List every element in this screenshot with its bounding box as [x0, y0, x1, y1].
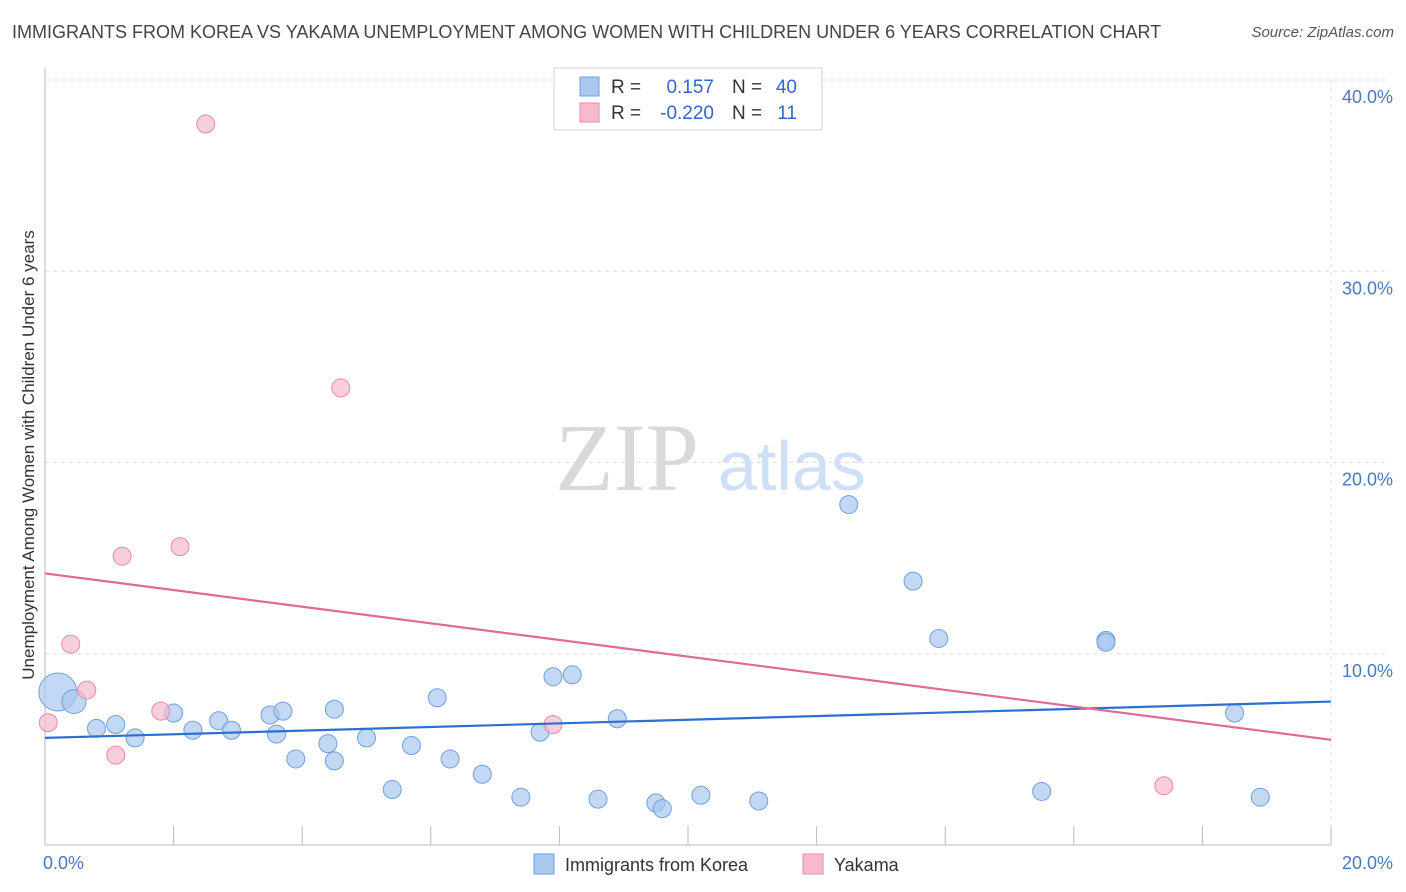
korea-point-12 [286, 749, 306, 769]
yakama-point-6 [170, 537, 190, 557]
legend-r-label-korea: R = [611, 77, 641, 98]
yakama-point-8 [331, 378, 351, 398]
korea-point-19 [427, 688, 447, 708]
x-tick-label-min: 0.0% [43, 853, 84, 873]
legend: R = 0.157 N = 40 R = -0.220 N = 11 [553, 67, 823, 131]
y-tick-label-30: 30.0% [1342, 278, 1393, 298]
korea-point-15 [324, 751, 344, 771]
legend-n-label-korea: N = [732, 77, 762, 98]
korea-point-8 [221, 720, 241, 740]
watermark: ZIP atlas [555, 404, 866, 511]
korea-point-24 [543, 667, 563, 687]
legend-n-value-yakama: 11 [777, 103, 797, 124]
korea-point-30 [691, 785, 711, 805]
korea-point-6 [183, 720, 203, 740]
bottom-legend-swatch-yakama [802, 853, 824, 875]
korea-point-18 [402, 736, 422, 756]
legend-n-value-korea: 40 [776, 77, 797, 98]
korea-point-16 [357, 728, 376, 748]
korea-point-2 [86, 718, 106, 738]
trend-line-yakama [44, 572, 1332, 741]
yakama-point-3 [106, 745, 126, 765]
yakama-point-7 [196, 114, 216, 134]
korea-point-27 [607, 709, 627, 729]
yakama-point-1 [61, 634, 81, 654]
x-tick-labels: 0.0% 20.0% [43, 853, 1393, 873]
trend-line-korea [44, 700, 1332, 739]
grid-lines [45, 79, 1386, 845]
korea-point-4 [125, 728, 145, 748]
korea-point-25 [562, 665, 582, 685]
korea-point-10 [273, 701, 293, 721]
x-tick-label-max: 20.0% [1342, 853, 1393, 873]
korea-point-37 [1096, 632, 1116, 652]
trend-lines [44, 572, 1332, 741]
korea-point-14 [324, 699, 344, 719]
korea-point-26 [588, 789, 608, 809]
watermark-zip: ZIP [555, 404, 699, 511]
korea-point-17 [382, 780, 402, 800]
legend-r-label-yakama: R = [611, 103, 641, 124]
legend-n-label-yakama: N = [732, 103, 762, 124]
chart-title: IMMIGRANTS FROM KOREA VS YAKAMA UNEMPLOY… [12, 22, 1162, 42]
korea-point-33 [903, 571, 923, 591]
watermark-atlas: atlas [718, 427, 866, 505]
korea-point-39 [1250, 787, 1270, 807]
y-tick-label-10: 10.0% [1342, 661, 1393, 681]
bottom-legend-swatch-korea [533, 853, 555, 875]
bottom-legend: Immigrants from Korea Yakama [533, 853, 900, 875]
korea-point-20 [440, 749, 460, 769]
bottom-legend-label-korea: Immigrants from Korea [565, 855, 749, 875]
yakama-point-10 [1154, 776, 1174, 796]
korea-point-31 [749, 791, 769, 811]
yakama-point-2 [77, 680, 97, 700]
korea-point-7 [209, 711, 229, 731]
korea-point-34 [929, 628, 949, 648]
y-axis-label: Unemployment Among Women with Children U… [19, 230, 38, 679]
korea-point-29 [652, 799, 672, 819]
y-tick-label-40: 40.0% [1342, 87, 1393, 107]
korea-point-32 [839, 495, 859, 515]
korea-point-3 [106, 715, 126, 735]
source-credit: Source: ZipAtlas.com [1251, 24, 1394, 41]
yakama-point-5 [151, 701, 171, 721]
legend-swatch-korea [579, 76, 600, 97]
korea-point-35 [1032, 781, 1052, 801]
legend-r-value-yakama: -0.220 [660, 103, 714, 124]
korea-point-22 [511, 787, 531, 807]
y-tick-labels: 10.0% 20.0% 30.0% 40.0% [1342, 87, 1393, 681]
yakama-point-4 [112, 546, 132, 566]
yakama-point-0 [38, 713, 58, 733]
korea-point-11 [266, 724, 286, 744]
korea-point-13 [318, 734, 338, 754]
legend-swatch-yakama [579, 102, 600, 123]
korea-point-21 [472, 764, 492, 784]
bottom-legend-label-yakama: Yakama [834, 855, 900, 875]
korea-point-38 [1225, 703, 1245, 723]
y-tick-label-20: 20.0% [1342, 470, 1393, 490]
legend-r-value-korea: 0.157 [666, 77, 714, 98]
